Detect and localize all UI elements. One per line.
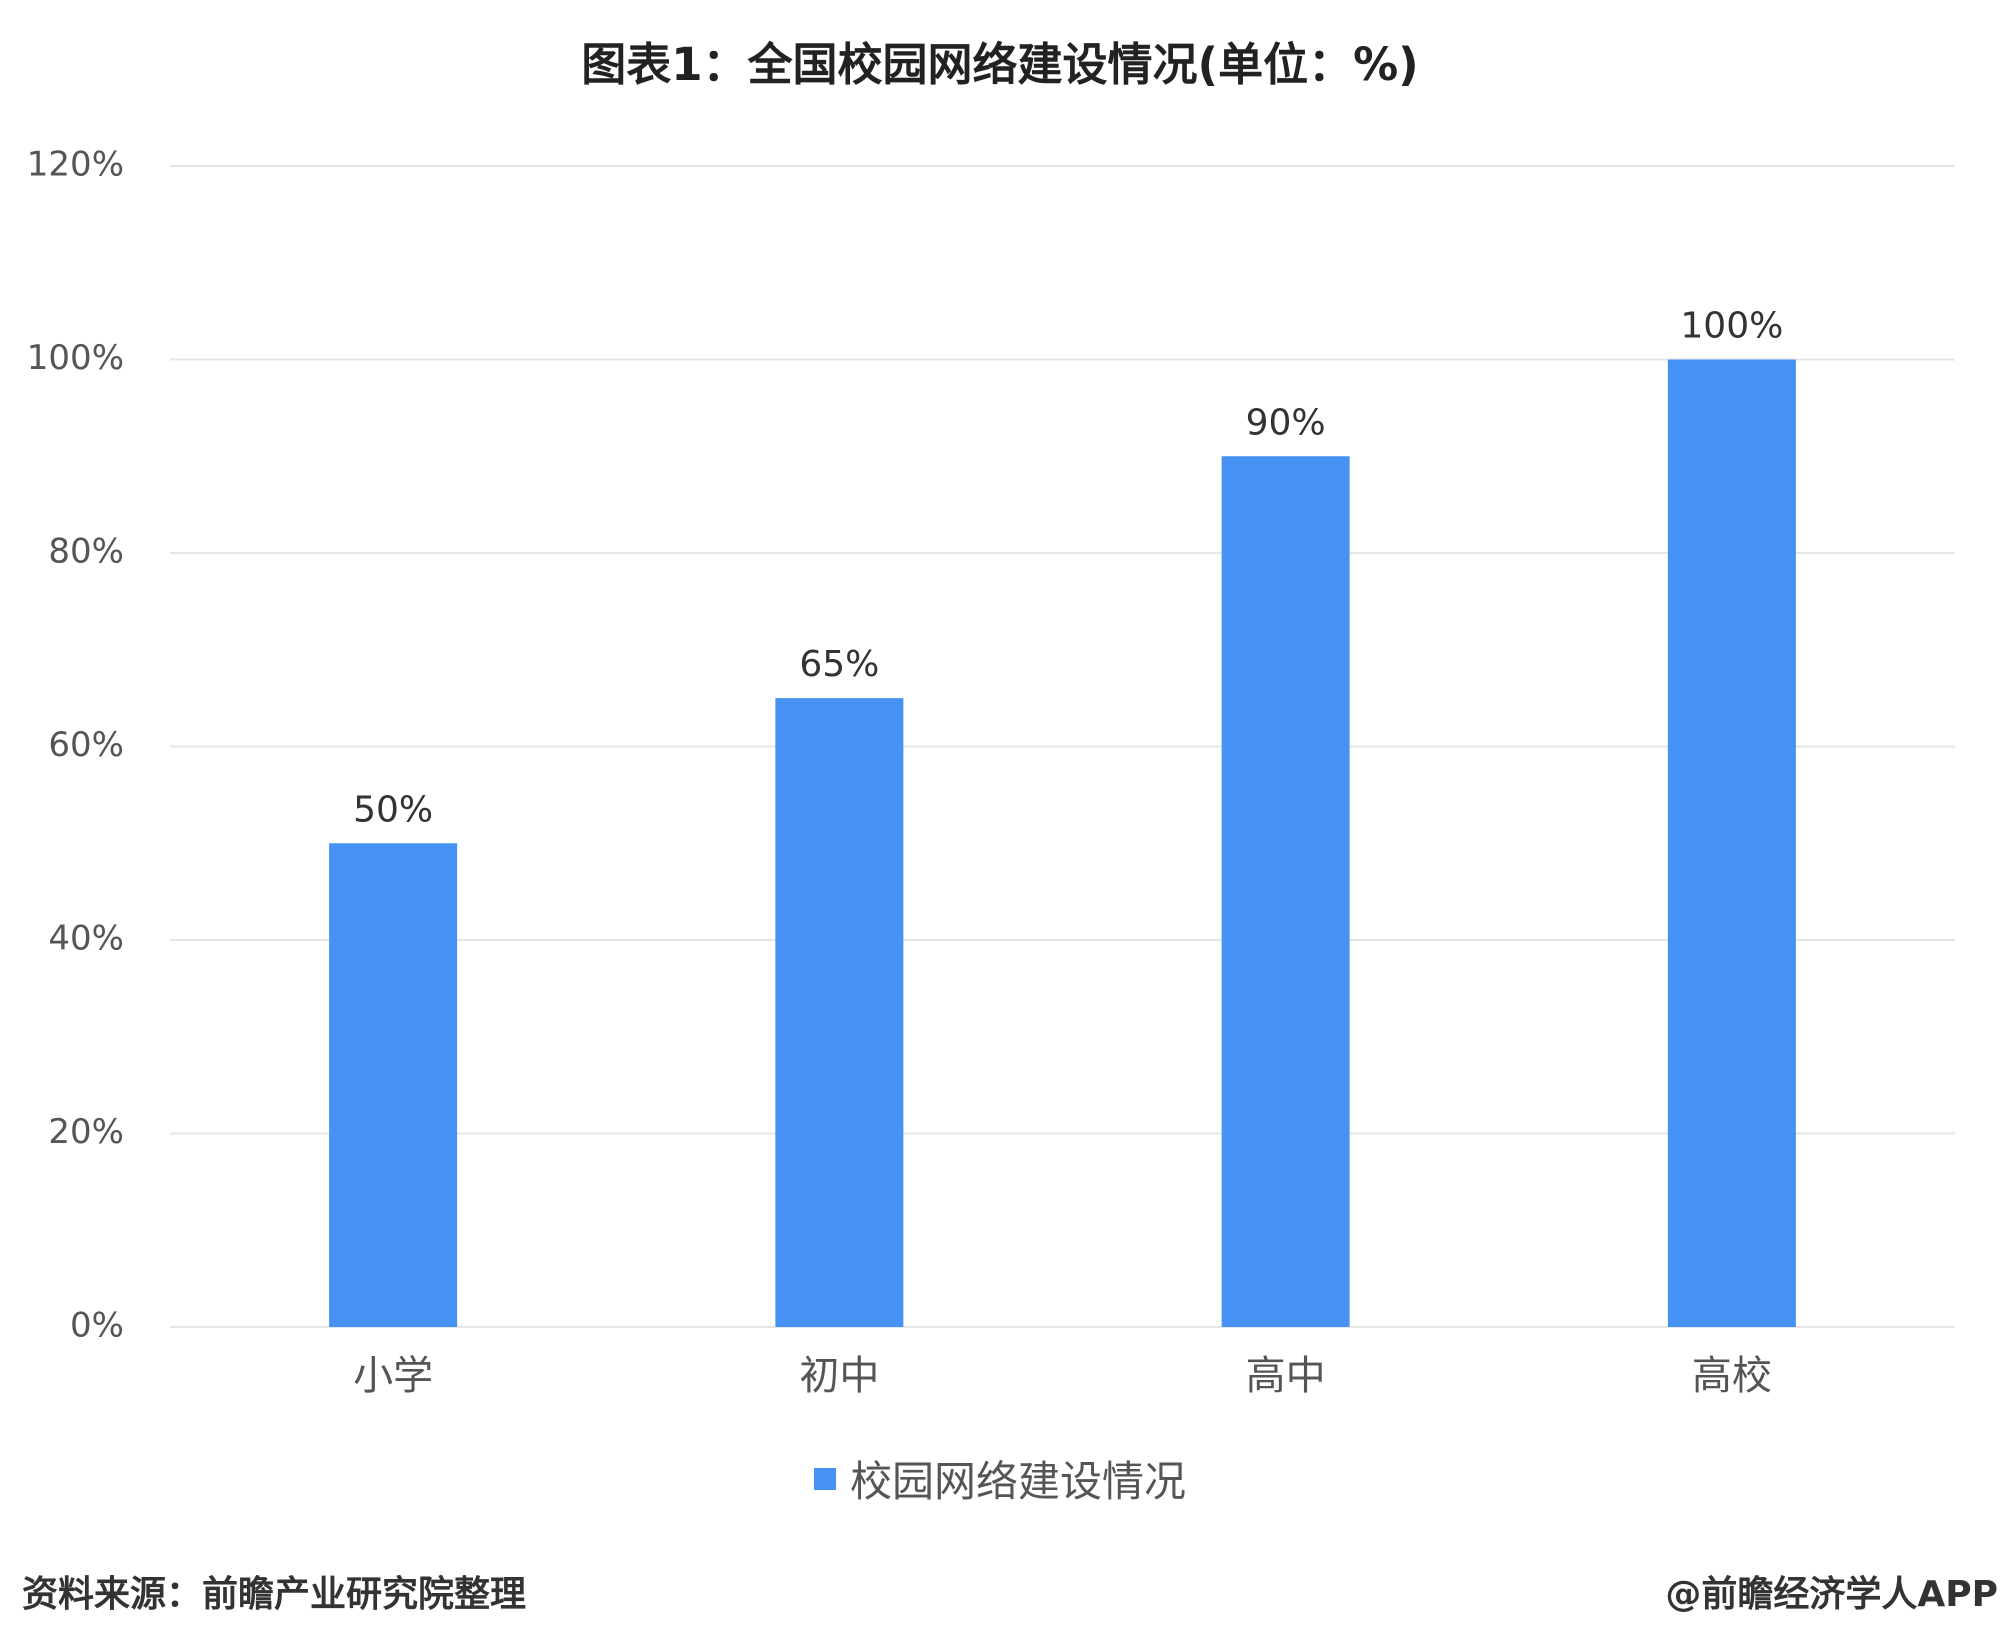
legend-label: 校园网络建设情况	[849, 1457, 1186, 1506]
y-tick-label: 100%	[27, 338, 124, 378]
y-tick-label: 20%	[48, 1112, 124, 1152]
x-tick-label: 高校	[1692, 1353, 1772, 1399]
x-axis: 小学 初中 高中 高校	[353, 1353, 1772, 1399]
bar	[1667, 359, 1796, 1327]
y-axis: 0% 20% 40% 60% 80% 100% 120%	[27, 145, 124, 1346]
data-label: 100%	[1680, 306, 1783, 347]
brand-watermark: @前瞻经济学人APP	[1665, 1574, 1998, 1615]
y-tick-label: 40%	[48, 919, 124, 959]
x-tick-label: 初中	[799, 1353, 879, 1399]
x-tick-label: 小学	[353, 1353, 433, 1399]
y-tick-label: 60%	[48, 725, 124, 765]
bar	[775, 698, 904, 1327]
y-tick-label: 0%	[70, 1306, 124, 1346]
legend: 校园网络建设情况	[0, 1448, 2000, 1509]
data-label: 90%	[1246, 402, 1326, 443]
data-labels: 50% 65% 90% 100%	[353, 306, 1783, 831]
data-label: 65%	[799, 644, 879, 685]
legend-swatch	[813, 1467, 836, 1490]
bars	[329, 359, 1796, 1327]
x-tick-label: 高中	[1246, 1353, 1326, 1399]
y-tick-label: 80%	[48, 532, 124, 572]
chart-title: 图表1：全国校园网络建设情况(单位：%)	[581, 38, 1419, 91]
data-label: 50%	[353, 789, 433, 830]
gridlines	[170, 165, 1955, 1328]
bar	[1221, 456, 1350, 1327]
source-note: 资料来源：前瞻产业研究院整理	[22, 1574, 527, 1615]
y-tick-label: 120%	[27, 145, 124, 185]
bar	[329, 843, 458, 1327]
